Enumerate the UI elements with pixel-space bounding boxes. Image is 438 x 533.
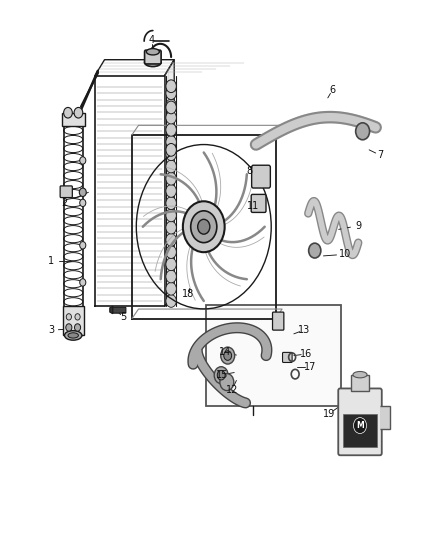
Circle shape [221,347,235,364]
Circle shape [166,99,177,112]
Circle shape [166,184,177,197]
Circle shape [79,188,86,197]
Circle shape [220,374,234,391]
Circle shape [166,270,177,283]
Text: 8: 8 [247,166,253,176]
FancyBboxPatch shape [206,305,341,406]
Ellipse shape [68,333,78,338]
Text: 4: 4 [148,35,155,45]
Text: 16: 16 [300,349,312,359]
Circle shape [75,314,80,320]
Circle shape [64,108,72,118]
FancyBboxPatch shape [60,186,72,198]
Text: 12: 12 [226,384,238,394]
FancyBboxPatch shape [283,352,292,362]
Text: 13: 13 [298,325,310,335]
Text: 19: 19 [322,409,335,419]
Text: 7: 7 [377,150,383,160]
FancyBboxPatch shape [351,375,369,391]
Text: 14: 14 [219,348,232,358]
Circle shape [166,221,177,234]
Circle shape [183,201,225,252]
Circle shape [166,148,177,160]
Text: 1: 1 [48,256,54,266]
Circle shape [166,143,177,156]
Circle shape [309,243,321,258]
Circle shape [166,160,177,173]
FancyBboxPatch shape [343,414,378,447]
Circle shape [166,197,177,209]
Circle shape [166,101,177,114]
Circle shape [74,324,81,331]
Polygon shape [110,306,113,314]
FancyBboxPatch shape [272,312,284,330]
Circle shape [80,241,86,249]
Text: M: M [356,421,364,430]
FancyBboxPatch shape [252,165,270,188]
Circle shape [66,324,72,331]
Circle shape [166,80,177,93]
FancyBboxPatch shape [62,113,85,126]
Circle shape [166,136,177,148]
Ellipse shape [146,49,159,55]
Circle shape [166,124,177,136]
Ellipse shape [145,58,161,67]
Text: 17: 17 [304,362,317,372]
Circle shape [166,111,177,124]
Text: 11: 11 [247,201,259,211]
Circle shape [166,282,177,295]
Circle shape [74,108,83,118]
Text: 6: 6 [329,85,335,95]
Text: 18: 18 [182,289,194,299]
Text: 10: 10 [339,249,351,260]
FancyBboxPatch shape [338,389,382,455]
Ellipse shape [353,372,367,378]
FancyBboxPatch shape [112,308,126,313]
Circle shape [214,367,228,384]
Circle shape [217,370,225,380]
Circle shape [80,157,86,164]
Circle shape [166,295,177,308]
Circle shape [166,258,177,271]
Text: 9: 9 [355,221,361,231]
FancyBboxPatch shape [63,306,84,335]
Circle shape [166,172,177,185]
Circle shape [166,233,177,246]
Circle shape [198,219,210,234]
FancyBboxPatch shape [145,50,161,64]
Text: 3: 3 [48,325,54,335]
Circle shape [353,418,367,433]
Circle shape [66,314,71,320]
Circle shape [356,123,370,140]
Circle shape [80,279,86,286]
Circle shape [166,87,177,100]
Circle shape [166,246,177,259]
Circle shape [191,211,217,243]
Circle shape [224,351,232,360]
Ellipse shape [64,330,82,340]
Text: 2: 2 [61,198,67,208]
Polygon shape [380,406,391,430]
FancyBboxPatch shape [251,195,266,213]
Circle shape [80,199,86,207]
Text: 15: 15 [216,370,229,379]
Circle shape [166,209,177,222]
Text: 5: 5 [120,312,127,322]
